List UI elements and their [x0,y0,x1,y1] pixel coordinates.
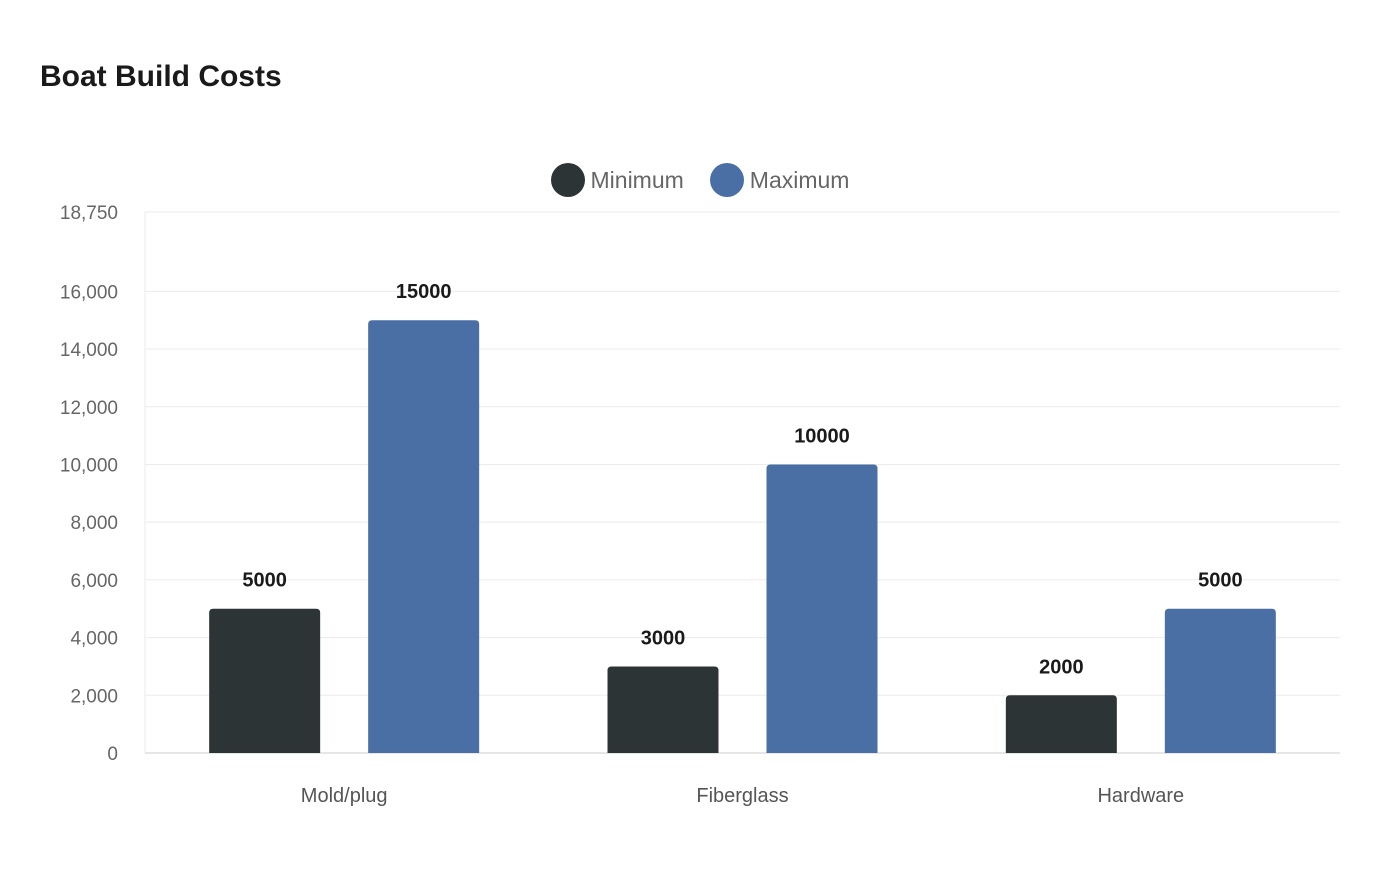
legend-item[interactable]: Maximum [709,163,850,197]
y-tick-label: 6,000 [70,571,118,592]
y-tick-label: 14,000 [60,340,118,361]
bar-maximum [368,320,480,753]
legend-marker [550,163,585,197]
bar-minimum [209,608,321,753]
x-tick-label: Hardware [1097,785,1184,807]
y-tick-label: 18,750 [60,203,118,224]
y-tick-label: 16,000 [60,282,118,303]
y-tick-label: 10,000 [60,455,118,476]
y-tick-label: 12,000 [60,398,118,419]
bar-maximum [1164,608,1276,753]
x-tick-label: Fiberglass [696,785,788,807]
bar-minimum [607,666,719,753]
legend-marker [709,163,744,197]
legend-label: Maximum [749,166,850,193]
legend-label: Minimum [590,166,684,193]
data-label: 2000 [1039,656,1084,678]
data-label: 5000 [1198,570,1243,592]
data-label: 10000 [794,425,850,447]
y-tick-label: 2,000 [70,686,118,707]
y-tick-label: 0 [107,744,118,765]
data-label: 5000 [242,570,287,592]
legend-item[interactable]: Minimum [550,163,684,197]
x-tick-label: Mold/plug [301,785,388,807]
y-tick-label: 4,000 [70,629,118,650]
bar-minimum [1005,695,1117,753]
chart-title: Boat Build Costs [40,60,282,93]
data-label: 3000 [641,627,686,649]
data-label: 15000 [396,281,452,303]
legend: Minimum Maximum [0,163,1400,197]
bar-maximum [766,464,878,753]
y-tick-label: 8,000 [70,513,118,534]
